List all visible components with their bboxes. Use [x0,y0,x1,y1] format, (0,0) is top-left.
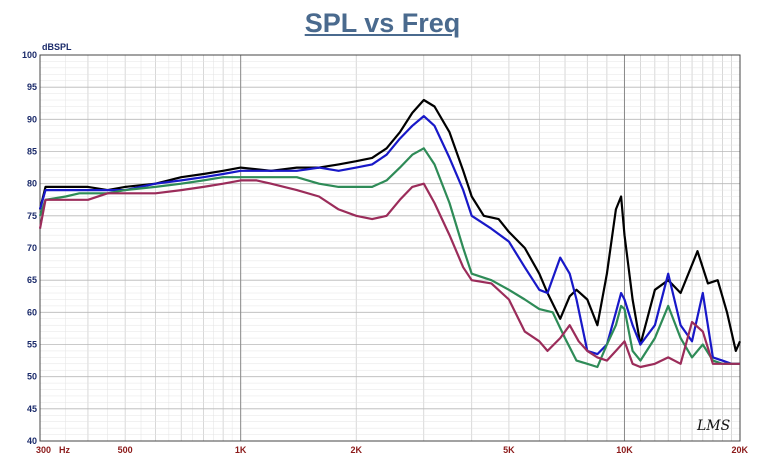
grid [39,54,741,442]
x-tick-label: 500 [118,445,133,455]
y-tick-label: 85 [27,147,37,157]
series-line-1 [38,98,742,352]
y-tick-label: 100 [22,50,37,60]
series-lines [38,98,742,369]
x-tick-label: 300 [36,445,51,455]
x-tick-label: 5K [503,445,515,455]
y-axis-label: dBSPL [42,42,72,52]
x-tick-label: 10K [616,445,633,455]
y-tick-label: 95 [27,82,37,92]
x-tick-label: 2K [350,445,362,455]
y-tick-label: 60 [27,307,37,317]
y-tick-label: 50 [27,372,37,382]
y-tick-label: 45 [27,404,37,414]
series-line-3 [38,147,740,369]
y-tick-label: 75 [27,211,37,221]
y-tick-label: 90 [27,114,37,124]
y-tick-label: 55 [27,340,37,350]
tick-labels: 40 45 50 55 60 65 70 75 80 85 90 95 100 300 500 1K 2K 5K 1… [22,50,749,455]
axes [39,54,741,442]
y-tick-label: 70 [27,243,37,253]
x-unit-label: Hz [59,445,70,455]
plot-border [39,54,741,442]
x-tick-label: 1K [235,445,247,455]
y-tick-label: 80 [27,179,37,189]
series-line-2 [38,115,740,365]
y-tick-label: 40 [27,436,37,446]
series-line-4 [38,179,740,369]
chart-title: SPL vs Freq [304,8,461,38]
lms-watermark: LMS [696,418,730,434]
x-tick-label: 20K [731,445,748,455]
y-tick-label: 65 [27,275,37,285]
